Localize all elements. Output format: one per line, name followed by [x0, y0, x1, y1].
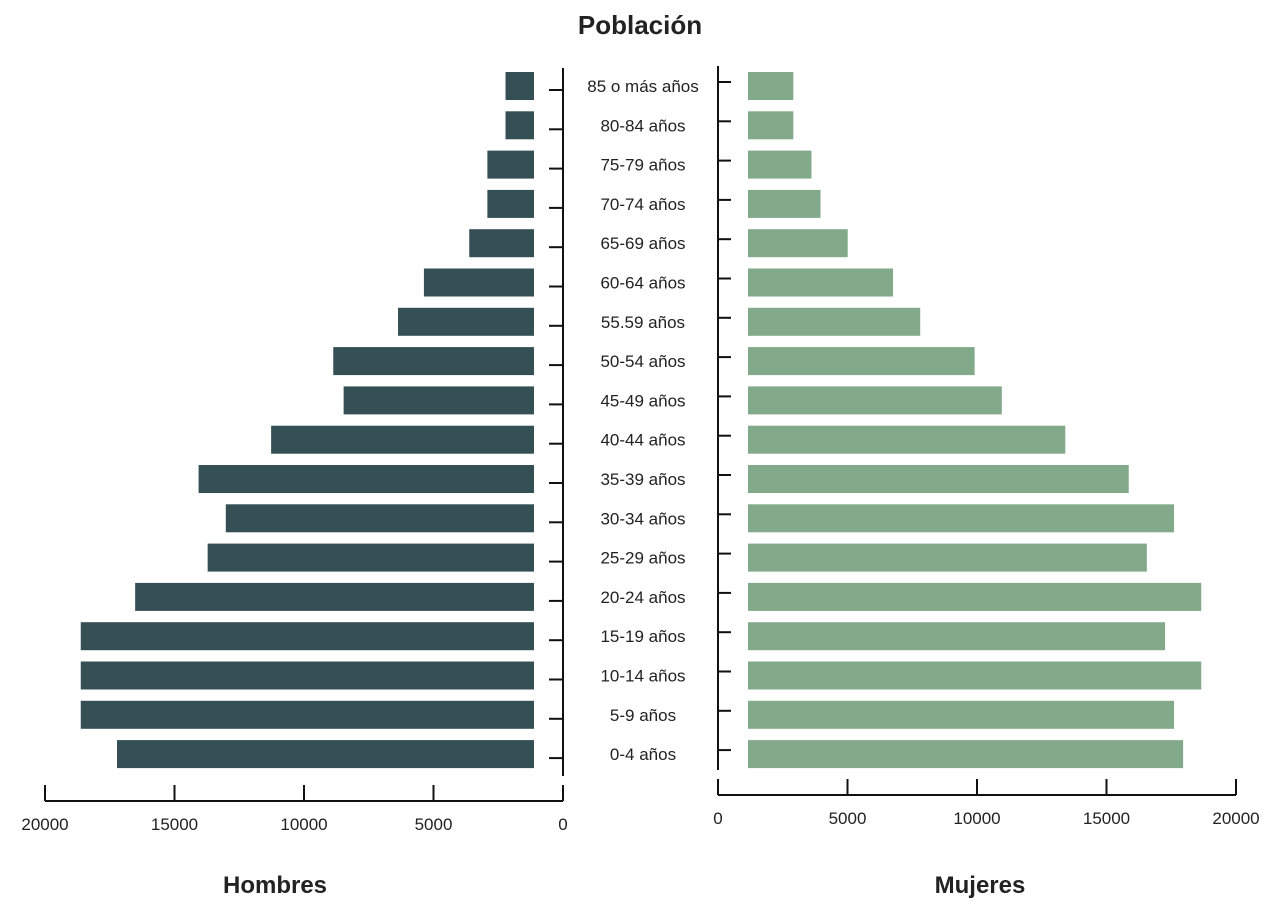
- hombres-bar: [343, 386, 534, 415]
- mujeres-bar: [748, 543, 1147, 572]
- hombres-axis: 20000 15000 10000 5000 0: [21, 68, 568, 834]
- hombres-bar: [198, 465, 534, 493]
- mujeres-x-tick-label: 0: [713, 809, 722, 828]
- mujeres-x-tick-label: 5000: [829, 809, 867, 828]
- mujeres-bar: [748, 150, 812, 179]
- hombres-bar: [135, 582, 534, 611]
- age-group-label: 25-29 años: [600, 549, 685, 568]
- hombres-bar: [80, 661, 534, 690]
- mujeres-bar: [748, 111, 794, 140]
- age-group-label: 35-39 años: [600, 470, 685, 489]
- mujeres-bar: [748, 425, 1066, 454]
- mujeres-bar: [748, 229, 848, 258]
- hombres-x-tick-label: 10000: [280, 815, 327, 834]
- age-group-label: 75-79 años: [600, 156, 685, 175]
- mujeres-bar: [748, 347, 975, 376]
- hombres-x-tick-label: 0: [558, 815, 567, 834]
- mujeres-bar: [748, 504, 1175, 533]
- mujeres-bar: [748, 386, 1002, 415]
- mujeres-bar: [748, 465, 1129, 493]
- hombres-x-tick-label: 15000: [151, 815, 198, 834]
- mujeres-x-tick-label: 20000: [1212, 809, 1259, 828]
- hombres-bar: [469, 229, 534, 258]
- hombres-bar: [225, 504, 535, 533]
- hombres-bar: [398, 307, 534, 336]
- hombres-bar: [80, 622, 534, 651]
- age-group-label: 80-84 años: [600, 116, 685, 135]
- hombres-bar: [423, 268, 534, 297]
- chart-title: Población: [578, 10, 702, 40]
- hombres-bar: [487, 189, 534, 218]
- hombres-bar: [505, 111, 534, 140]
- hombres-bar: [80, 700, 534, 729]
- hombres-bar: [117, 740, 534, 769]
- hombres-axis-label: Hombres: [223, 872, 327, 898]
- hombres-bar: [207, 543, 534, 572]
- age-group-label: 0-4 años: [610, 745, 676, 764]
- age-group-label: 30-34 años: [600, 509, 685, 528]
- hombres-bar: [271, 425, 534, 454]
- hombres-x-tick-label: 20000: [21, 815, 68, 834]
- mujeres-bar: [748, 189, 821, 218]
- mujeres-bar: [748, 740, 1184, 769]
- hombres-x-tick-label: 5000: [415, 815, 453, 834]
- age-group-label: 50-54 años: [600, 352, 685, 371]
- hombres-bar: [487, 150, 534, 179]
- mujeres-axis: 0 5000 10000 15000 20000: [713, 66, 1260, 828]
- age-group-label: 40-44 años: [600, 431, 685, 450]
- age-group-label: 70-74 años: [600, 195, 685, 214]
- age-group-label: 10-14 años: [600, 667, 685, 686]
- mujeres-bars: [748, 72, 1202, 769]
- age-group-label: 85 o más años: [587, 77, 699, 96]
- mujeres-bar: [748, 622, 1165, 651]
- age-group-label: 45-49 años: [600, 391, 685, 410]
- mujeres-bar: [748, 661, 1202, 690]
- mujeres-x-tick-label: 10000: [953, 809, 1000, 828]
- hombres-bars: [80, 72, 535, 769]
- hombres-bar: [505, 72, 534, 100]
- mujeres-bar: [748, 700, 1175, 729]
- mujeres-x-tick-label: 15000: [1083, 809, 1130, 828]
- age-group-label: 15-19 años: [600, 627, 685, 646]
- age-group-label: 20-24 años: [600, 588, 685, 607]
- hombres-bar: [333, 347, 534, 376]
- mujeres-axis-label: Mujeres: [935, 872, 1026, 898]
- mujeres-bar: [748, 72, 794, 100]
- mujeres-bar: [748, 307, 921, 336]
- age-group-label: 5-9 años: [610, 706, 676, 725]
- age-group-label: 65-69 años: [600, 234, 685, 253]
- mujeres-bar: [748, 582, 1202, 611]
- mujeres-bar: [748, 268, 894, 297]
- age-group-label: 55.59 años: [601, 313, 685, 332]
- age-group-label: 60-64 años: [600, 274, 685, 293]
- age-group-labels: 85 o más años 80-84 años 75-79 años 70-74 a…: [587, 77, 699, 764]
